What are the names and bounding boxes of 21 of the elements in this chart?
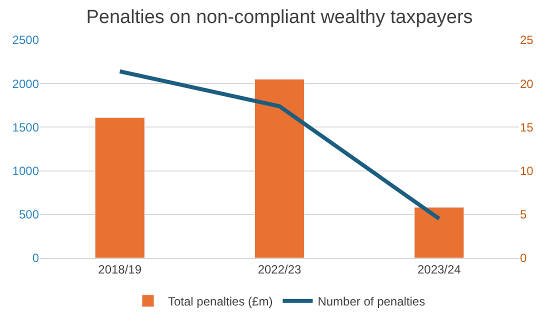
bar [94, 117, 145, 258]
bar [414, 207, 464, 258]
y-tick-label: 1000 [12, 164, 40, 178]
y-tick-label: 1500 [12, 120, 40, 134]
chart-title: Penalties on non-compliant wealthy taxpayers [86, 7, 473, 28]
y2-tick-label: 20 [520, 76, 534, 91]
y-tick-label: 2000 [12, 76, 40, 91]
y-tick-label: 2500 [12, 33, 40, 48]
y-tick-label: 500 [18, 208, 40, 222]
x-tick-label: 2022/23 [258, 262, 302, 276]
y-tick-label: 0 [32, 251, 40, 266]
x-tick-label: 2023/24 [417, 262, 462, 276]
legend-label: Number of penalties [318, 294, 426, 309]
y2-tick-label: 15 [520, 120, 534, 134]
y2-tick-label: 5 [520, 208, 527, 222]
legend-label: Total penalties (£m) [168, 294, 273, 309]
y2-tick-label: 0 [520, 251, 527, 266]
x-tick-label: 2018/19 [98, 262, 142, 276]
y2-tick-label: 25 [520, 33, 534, 48]
y2-tick-label: 10 [520, 164, 534, 178]
bar [254, 78, 304, 258]
